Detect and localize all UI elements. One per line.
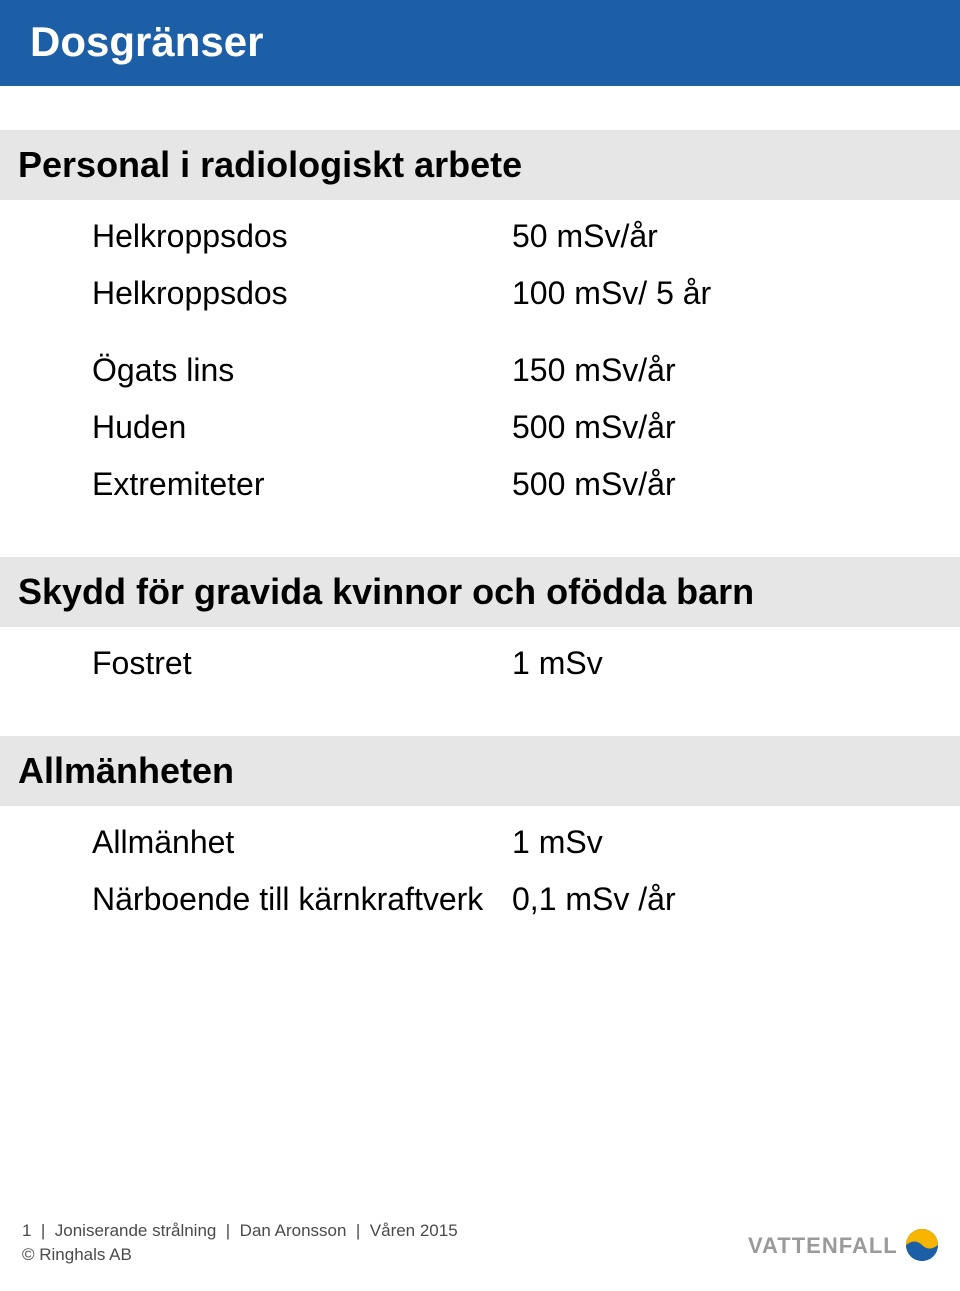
data-row: Helkroppsdos 50 mSv/år <box>0 208 960 265</box>
row-label: Närboende till kärnkraftverk <box>92 881 512 918</box>
row-label: Fostret <box>92 645 512 682</box>
row-value: 150 mSv/år <box>512 352 960 389</box>
row-value: 1 mSv <box>512 824 960 861</box>
row-value: 0,1 mSv /år <box>512 881 960 918</box>
data-row: Närboende till kärnkraftverk 0,1 mSv /år <box>0 871 960 928</box>
slide-content: Personal i radiologiskt arbete Helkropps… <box>0 130 960 928</box>
row-label: Huden <box>92 409 512 446</box>
footer-line-2: © Ringhals AB <box>22 1243 458 1267</box>
row-label: Allmänhet <box>92 824 512 861</box>
vattenfall-logo: VATTENFALL <box>748 1227 938 1263</box>
slide-title: Dosgränser <box>0 0 960 86</box>
footer-line-1: 1 | Joniserande strålning | Dan Aronsson… <box>22 1219 458 1243</box>
row-value: 1 mSv <box>512 645 960 682</box>
row-value: 500 mSv/år <box>512 466 960 503</box>
row-value: 50 mSv/år <box>512 218 960 255</box>
row-label: Helkroppsdos <box>92 275 512 312</box>
data-row: Extremiteter 500 mSv/år <box>0 456 960 513</box>
data-row: Allmänhet 1 mSv <box>0 814 960 871</box>
logo-text: VATTENFALL <box>748 1233 898 1258</box>
row-value: 500 mSv/år <box>512 409 960 446</box>
row-label: Ögats lins <box>92 352 512 389</box>
data-row: Ögats lins 150 mSv/år <box>0 342 960 399</box>
data-row: Huden 500 mSv/år <box>0 399 960 456</box>
section-heading: Skydd för gravida kvinnor och ofödda bar… <box>0 557 960 627</box>
slide-footer: 1 | Joniserande strålning | Dan Aronsson… <box>22 1219 458 1267</box>
data-row: Helkroppsdos 100 mSv/ 5 år <box>0 265 960 322</box>
row-label: Helkroppsdos <box>92 218 512 255</box>
row-value: 100 mSv/ 5 år <box>512 275 960 312</box>
section-heading: Personal i radiologiskt arbete <box>0 130 960 200</box>
section-heading: Allmänheten <box>0 736 960 806</box>
data-row: Fostret 1 mSv <box>0 635 960 692</box>
row-label: Extremiteter <box>92 466 512 503</box>
